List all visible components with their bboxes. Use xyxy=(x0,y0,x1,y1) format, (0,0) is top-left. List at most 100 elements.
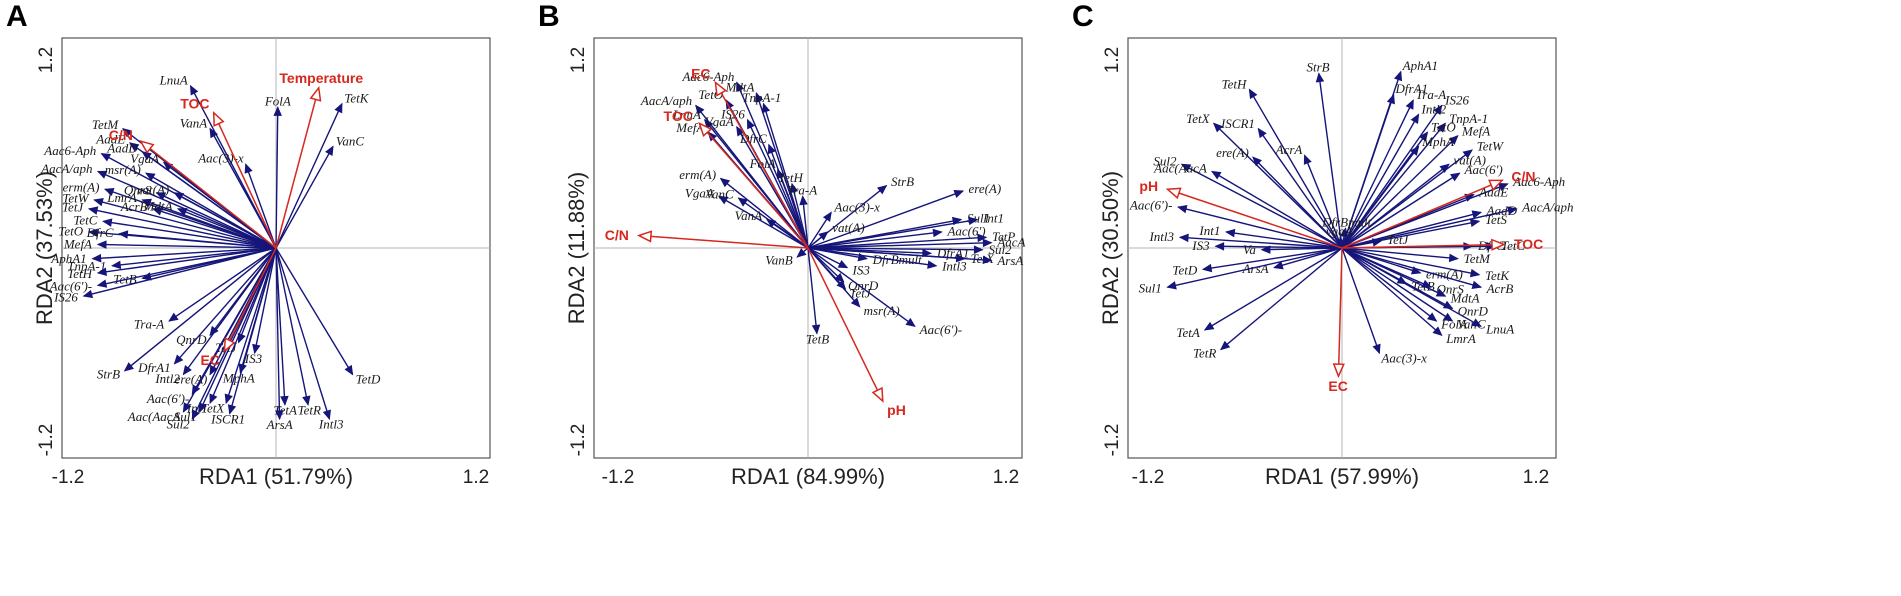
panel-b-species-label-aac-6-37: Aac(6')- xyxy=(919,322,962,337)
panel-c-species-arrow-teto-10-head xyxy=(1418,131,1429,142)
panel-c-env-arrow-ph-head xyxy=(1165,187,1182,200)
panel-c-species-label-aaca-aph-25: AacA/aph xyxy=(1521,200,1573,215)
panel-b-species-arrow-lnua-6 xyxy=(704,119,809,249)
panel-c-env-label-ph: pH xyxy=(1139,178,1158,194)
panel-c-species-arrow-strb-0 xyxy=(1318,73,1343,249)
panel-b-species-label-msr-a-36: msr(A) xyxy=(864,303,900,318)
panel-a-species-arrow-aac-aaca-46 xyxy=(182,247,277,413)
panel-b-species-label-teth-11: TetH xyxy=(778,170,803,185)
panel-b-species-arrow-aac-6-37-head xyxy=(905,317,916,328)
panel-c-species-label-dfra1-3: DfrA1 xyxy=(1395,81,1429,96)
panel-b-env-arrow-toc xyxy=(698,122,809,249)
panel-b-env-label-ph: pH xyxy=(887,402,906,418)
panel-a-species-arrow-strb-36 xyxy=(124,247,277,372)
panel-c-species-arrow-tetk-36-head xyxy=(1469,268,1481,278)
panel-a-species-arrow-vat-a-15 xyxy=(174,192,277,249)
panel-b-species-label-intl3-31: Intl3 xyxy=(941,259,967,274)
panel-c-species-arrow-aaca-aph-25-head xyxy=(1507,206,1518,215)
panel-c-species-arrow-acra-12 xyxy=(1303,155,1343,249)
panel-c-species-arrow-apha1-1-head xyxy=(1394,70,1403,82)
panel-c-species-arrow-intl3-30 xyxy=(1179,236,1343,249)
panel-c-species-label-tetc-32: TetC xyxy=(1501,238,1525,253)
panel-b-species-label-aac6-aph-0: Aac6-Aph xyxy=(681,69,734,84)
panel-c-species-label-sul2-17: Sul2 xyxy=(1153,154,1177,169)
panel-c-species-arrow-mpha-13 xyxy=(1341,146,1420,249)
panel-a-env-arrow-toc xyxy=(213,112,277,249)
panel-c-species-arrow-arsa-38-head xyxy=(1273,261,1284,270)
panel-a-species-arrow-iscr1-49 xyxy=(229,247,277,414)
panel-a-y-tick-min: -1.2 xyxy=(36,424,57,457)
panel-c-species-arrow-acrb-42 xyxy=(1341,247,1482,288)
panel-a-species-arrow-tetj-18 xyxy=(88,208,277,249)
panel-a-species-label-aac-6-29: Aac(6')- xyxy=(49,279,92,294)
panel-a-species-arrow-aaca-aph-11 xyxy=(97,170,277,249)
panel-c-species-label-tra-a-4: Tra-A xyxy=(1416,87,1446,102)
panel-b-species-arrow-msr-a-36-head xyxy=(850,297,861,308)
panel-a-species-arrow-dfra1-35 xyxy=(174,247,277,365)
panel-a-species-arrow-qnrs-14 xyxy=(156,192,277,249)
panel-a-species-arrow-int1-42 xyxy=(209,247,277,404)
panel-c-species-arrow-aac-aaca-18 xyxy=(1211,170,1343,249)
panel-a-species-arrow-lnua-0-head xyxy=(189,84,199,96)
panel-c-species-arrow-sul1-44 xyxy=(1167,247,1343,288)
panel-a-species-label-erm-a-13: erm(A) xyxy=(63,179,100,194)
panel-a-species-label-apha1-25: AphA1 xyxy=(50,251,86,266)
panel-b-species-arrow-erm-a-12-head xyxy=(719,177,731,188)
panel-c-species-label-va-34: Va xyxy=(1243,242,1257,257)
panel-b-x-tick-max: 1.2 xyxy=(993,467,1019,488)
panel-a-species-arrow-is26-30-head xyxy=(82,289,94,299)
panel-c-x-tick-min: -1.2 xyxy=(1132,467,1165,488)
panel-b-species-arrow-aac-6-37 xyxy=(807,247,916,327)
panel-b-species-arrow-tnpa-1-2-head xyxy=(761,102,771,114)
panel-c-env-arrow-toc xyxy=(1341,243,1504,249)
panel-a-species-label-tetx-43: TetX xyxy=(201,401,225,416)
panel-b-species-arrow-lnua-6-head xyxy=(703,118,714,130)
panel-a-env-arrow-c-n xyxy=(140,140,277,249)
panel-c-species-arrow-aadd-24 xyxy=(1341,211,1482,249)
panel-a-species-arrow-lmra-17 xyxy=(142,199,277,249)
panel-a-species-label-teta-44: TetA xyxy=(274,403,297,418)
panel-b-species-arrow-tetb-38 xyxy=(807,247,818,334)
panel-b-species-arrow-dfra1-27-head xyxy=(922,248,933,258)
panel-a-species-arrow-lmra-17-head xyxy=(141,198,152,207)
panel-b-species-arrow-aac6-aph-0 xyxy=(736,82,809,249)
panel-c-species-arrow-aac-aaca-18-head xyxy=(1210,170,1222,180)
panel-c-species-label-vgaa-29: vgaA xyxy=(1326,223,1353,238)
panel-a-species-arrow-ere-a-38-head xyxy=(209,364,218,376)
panel-c-species-arrow-va-34-head xyxy=(1260,245,1271,254)
panel-a: A -1.2 1.2 1.2 -1.2 RDA1 (51.79%) RDA2 (… xyxy=(0,0,620,596)
panel-a-y-tick-max: 1.2 xyxy=(36,47,57,73)
panel-b-species-label-mdta-1: MdtA xyxy=(725,79,755,94)
panel-b-species-arrow-mefa-8-head xyxy=(707,131,718,142)
panel-b-species-arrow-tnpa-1-2 xyxy=(762,103,809,249)
panel-c-species-label-teto-10: TetO xyxy=(1431,119,1456,134)
panel-c-species-arrow-aac-3-x-52 xyxy=(1341,247,1381,354)
panel-b-species-arrow-aac6-aph-0-head xyxy=(736,81,745,92)
panel-c-species-arrow-mefa-11 xyxy=(1341,135,1459,249)
panel-a-species-arrow-tetk-2 xyxy=(275,103,343,249)
panel-a-x-tick-max: 1.2 xyxy=(463,467,489,488)
panel-c-species-arrow-arsa-38 xyxy=(1274,247,1343,269)
panel-b-species-arrow-intl3-31 xyxy=(807,247,937,267)
panel-b-species-label-aac-6-23: Aac(6') xyxy=(946,223,985,238)
panel-b-species-arrow-vat-a-20-head xyxy=(818,231,829,241)
panel-c-species-arrow-strb-0-head xyxy=(1315,72,1325,83)
panel-b-species-arrow-tetp-24 xyxy=(807,236,987,249)
panel-a-env-label-toc: TOC xyxy=(180,96,209,112)
panel-c-env-label-toc: TOC xyxy=(1514,236,1543,252)
panel-b-species-arrow-strb-16-head xyxy=(877,184,888,195)
panel-a-species-arrow-aac-3-x-10-head xyxy=(244,163,253,174)
panel-c-species-label-aac6-aph-20: Aac6-Aph xyxy=(1512,174,1565,189)
panel-a-species-arrow-dfrc-23-head xyxy=(118,230,129,239)
panel-c-species-arrow-iscr1-9-head xyxy=(1257,127,1267,139)
panel-b-env-label-toc: TOC xyxy=(664,108,693,124)
panel-b: B -1.2 1.2 1.2 -1.2 RDA1 (84.99%) RDA2 (… xyxy=(532,0,1152,596)
panel-b-species-label-ere-a-17: ere(A) xyxy=(968,181,1001,196)
panel-b-species-arrow-fola-10-head xyxy=(776,168,785,180)
panel-a-species-arrow-sul1-47-head xyxy=(198,402,207,413)
panel-b-species-arrow-sul2-26-head xyxy=(973,245,984,254)
panel-c-species-arrow-tetx-8-head xyxy=(1212,122,1223,133)
panel-b-plot: B -1.2 1.2 1.2 -1.2 RDA1 (84.99%) RDA2 (… xyxy=(538,0,1026,489)
panel-a-letter: A xyxy=(6,0,28,33)
panel-c-species-label-tetw-14: TetW xyxy=(1477,138,1504,153)
